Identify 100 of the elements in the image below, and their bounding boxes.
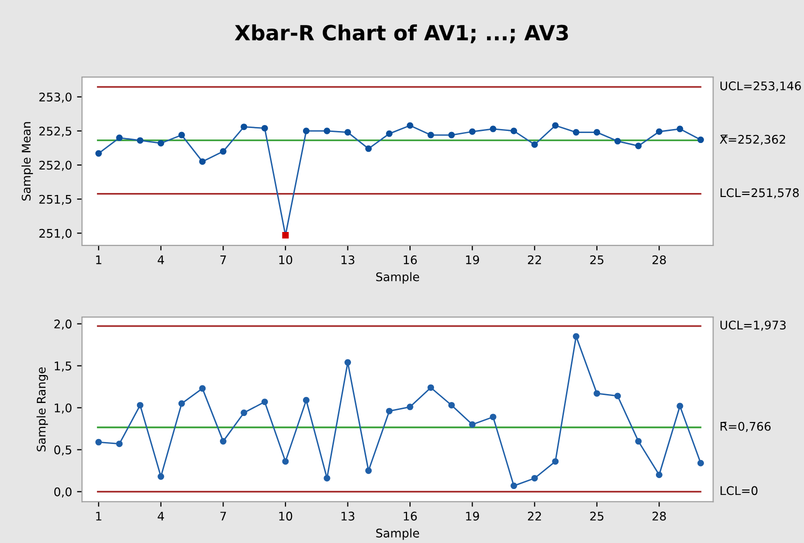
point (220, 438, 226, 445)
point (656, 472, 662, 478)
point (448, 132, 455, 138)
point (510, 128, 518, 134)
point (261, 124, 268, 132)
point (302, 128, 310, 134)
x-tick-label: 10 (279, 512, 292, 521)
point (594, 390, 600, 397)
point (676, 126, 684, 132)
point (448, 402, 455, 408)
point (594, 129, 600, 136)
ref-line-label: LCL=0 (720, 486, 758, 496)
y-tick-label: 251,0 (39, 228, 72, 240)
x-tick-label: 25 (590, 512, 604, 521)
point (406, 404, 414, 410)
y-tick-label: 252,5 (39, 126, 72, 137)
point (531, 474, 538, 482)
point (178, 400, 185, 407)
point (116, 134, 123, 142)
point (469, 421, 476, 428)
y-tick-label: 0,5 (54, 445, 72, 456)
y-tick-label: 1,0 (54, 403, 72, 414)
point (95, 438, 102, 446)
point (116, 440, 123, 448)
ref-line-label: X̿=252,362 (720, 134, 786, 145)
point (614, 138, 621, 144)
point (365, 467, 372, 474)
point (552, 122, 559, 129)
x-tick-label: 1 (96, 512, 102, 520)
point (158, 473, 164, 480)
point (676, 402, 684, 410)
point (572, 129, 580, 136)
point (158, 140, 164, 146)
x-tick-label: 4 (158, 512, 164, 520)
point (531, 141, 538, 148)
point (136, 137, 144, 144)
point (178, 132, 185, 138)
y-tick-label: 1,5 (54, 362, 72, 372)
point (428, 384, 434, 391)
point (490, 414, 496, 420)
x-tick-label: 19 (466, 512, 479, 521)
y-axis-title: Sample Mean (22, 122, 33, 201)
point (490, 126, 496, 132)
point (324, 474, 330, 482)
point (614, 392, 621, 400)
point (261, 398, 268, 406)
x-axis-title: Sample (376, 272, 420, 284)
x-tick-label: 13 (342, 512, 354, 521)
x-tick-label: 28 (652, 512, 666, 521)
x-axis-title: Sample (376, 528, 420, 540)
x-tick-label: 19 (466, 255, 479, 264)
point (240, 124, 248, 130)
chart-title: Xbar-R Chart of AV1; ...; AV3 (234, 24, 568, 44)
point (282, 232, 289, 238)
ref-line-label: UCL=1,973 (720, 320, 786, 331)
point (344, 359, 352, 366)
ref-line-label: LCL=251,578 (720, 188, 799, 198)
point (635, 142, 642, 150)
point (95, 150, 102, 157)
point (240, 410, 248, 416)
x-tick-label: 13 (342, 255, 354, 264)
y-tick-label: 251,5 (39, 194, 72, 205)
x-tick-label: 7 (220, 512, 226, 520)
x-tick-label: 22 (528, 512, 541, 520)
point (428, 132, 434, 138)
point (302, 396, 310, 404)
x-tick-label: 4 (158, 256, 164, 264)
ref-line-label: R̄=0,766 (720, 422, 771, 432)
point (635, 438, 642, 445)
x-tick-label: 22 (528, 255, 541, 264)
ref-line-label: UCL=253,146 (720, 81, 801, 92)
x-tick-label: 1 (96, 256, 102, 264)
point (406, 122, 414, 129)
point (199, 158, 206, 165)
point (136, 402, 144, 408)
y-tick-label: 0,0 (54, 487, 72, 498)
point (282, 458, 289, 465)
y-tick-label: 252,0 (39, 160, 72, 171)
point (572, 333, 580, 340)
y-tick-label: 253,0 (39, 92, 72, 103)
x-tick-label: 10 (279, 255, 292, 264)
point (365, 145, 372, 152)
point (199, 385, 206, 392)
x-tick-label: 25 (590, 255, 604, 264)
y-axis-title: Sample Range (36, 367, 48, 452)
point (469, 128, 476, 135)
point (697, 460, 704, 466)
point (220, 148, 226, 155)
x-tick-label: 7 (220, 256, 226, 264)
point (386, 130, 393, 137)
point (386, 408, 393, 414)
x-tick-label: 28 (652, 255, 666, 264)
point (656, 128, 662, 135)
point (324, 128, 330, 134)
point (552, 458, 559, 465)
y-tick-label: 2,0 (54, 320, 72, 330)
x-tick-label: 16 (404, 255, 417, 264)
point (510, 482, 518, 490)
x-tick-label: 16 (404, 512, 417, 521)
point (344, 129, 352, 136)
